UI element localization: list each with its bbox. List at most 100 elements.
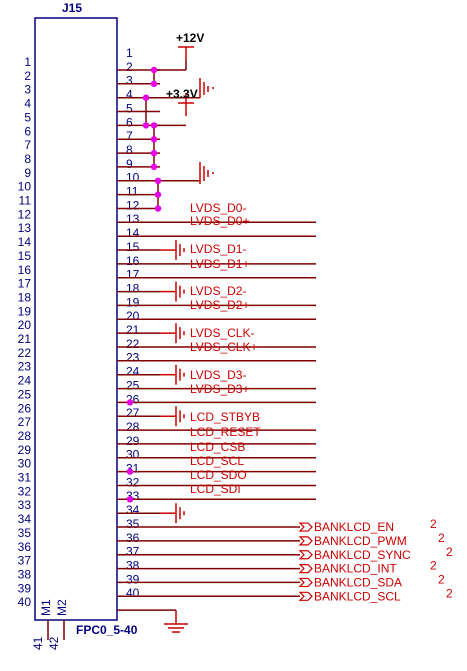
net-lcd-sdo: LCD_SDO xyxy=(190,468,247,482)
pin-number-left-6: 6 xyxy=(24,124,31,138)
pin-number-right-11: 11 xyxy=(126,185,139,199)
net-lcd-csb: LCD_CSB xyxy=(190,440,245,454)
pin-number-left-20: 20 xyxy=(18,318,32,332)
pin-number-left-36: 36 xyxy=(18,540,32,554)
port-label-1: BANKLCD_EN xyxy=(314,520,394,534)
junction-8 xyxy=(150,163,158,171)
pin-number-right-13: 13 xyxy=(126,212,140,226)
pin-number-right-17: 17 xyxy=(126,268,140,282)
port-sheet-2: 2 xyxy=(438,531,445,545)
gnd-symbol-small-5 xyxy=(160,406,185,427)
pin-number-left-37: 37 xyxy=(18,554,32,568)
gnd-symbol-small-2 xyxy=(160,281,185,302)
pin-number-left-4: 4 xyxy=(24,97,31,111)
net-lvds-d1p: LVDS_D1+ xyxy=(190,257,249,271)
gnd-symbol-bottom xyxy=(164,612,188,633)
pin-number-left-8: 8 xyxy=(24,152,31,166)
pin-number-left-33: 33 xyxy=(18,498,32,512)
net-lvds-clkp: LVDS_CLK+ xyxy=(190,340,257,354)
port-arrow-4 xyxy=(298,564,313,574)
pin-number-left-2: 2 xyxy=(24,69,31,83)
component-designator: J15 xyxy=(62,1,82,15)
port-arrow-1 xyxy=(298,522,313,532)
junction-10 xyxy=(154,191,162,198)
port-sheet-6: 2 xyxy=(446,586,453,600)
net-lcd-sdi: LCD_SDI xyxy=(190,482,241,496)
mount-pin-m1: M1 xyxy=(39,599,53,616)
gnd-symbols-small xyxy=(160,240,185,524)
gnd-symbol-small-4 xyxy=(160,364,185,385)
pin-number-left-1: 1 xyxy=(24,55,31,69)
port-arrow-2 xyxy=(298,536,313,546)
net-lvds-d0n: LVDS_D0- xyxy=(190,201,246,215)
junction-13 xyxy=(126,468,134,475)
pin-numbers-left: 1234567891011121314151617181920212223242… xyxy=(18,55,32,609)
port-sheet-4: 2 xyxy=(430,559,437,573)
pin-number-left-13: 13 xyxy=(18,221,32,235)
pin-number-right-23: 23 xyxy=(126,351,140,365)
pin-number-left-9: 9 xyxy=(24,166,31,180)
port-arrow-5 xyxy=(298,577,313,588)
pin-number-right-1: 1 xyxy=(126,46,133,60)
pin-number-right-30: 30 xyxy=(126,448,140,462)
pin-number-right-32: 32 xyxy=(126,475,140,489)
pin-number-right-16: 16 xyxy=(126,254,140,268)
net-labels: LVDS_D0- LVDS_D0+ LVDS_D1- LVDS_D1+ LVDS… xyxy=(190,201,261,496)
pin-number-left-35: 35 xyxy=(18,526,32,540)
pin-number-left-24: 24 xyxy=(18,374,32,388)
pin-number-right-24: 24 xyxy=(126,365,140,379)
pin-number-left-12: 12 xyxy=(18,207,32,221)
pin-number-left-31: 31 xyxy=(18,471,32,485)
mount-pin-42: 42 xyxy=(47,636,61,650)
pin-number-right-27: 27 xyxy=(126,406,140,420)
pin-number-right-10: 10 xyxy=(126,171,140,185)
pin-number-left-25: 25 xyxy=(18,387,32,401)
port-arrow-3 xyxy=(298,550,313,560)
port-label-6: BANKLCD_SCL xyxy=(314,589,401,603)
junction-1 xyxy=(150,66,158,74)
net-lvds-d3p: LVDS_D3+ xyxy=(190,382,249,396)
pin-number-left-28: 28 xyxy=(18,429,32,443)
net-lvds-d2p: LVDS_D2+ xyxy=(190,298,249,312)
port-arrow-6 xyxy=(298,591,313,601)
port-label-5: BANKLCD_SDA xyxy=(314,575,402,589)
junction-3 xyxy=(142,94,150,101)
gnd-symbol-1 xyxy=(199,78,214,98)
pin-number-right-29: 29 xyxy=(126,434,140,448)
port-label-2: BANKLCD_PWM xyxy=(314,534,407,548)
pin-number-right-12: 12 xyxy=(126,198,140,212)
junction-9 xyxy=(154,177,162,184)
junction-12 xyxy=(126,399,134,406)
pin-number-left-15: 15 xyxy=(18,249,32,263)
footprint-label: FPC0_5-40 xyxy=(76,623,138,637)
mount-pin-41: 41 xyxy=(31,636,45,650)
pin-number-right-38: 38 xyxy=(126,558,140,572)
pin-number-left-10: 10 xyxy=(18,180,32,194)
pin-number-left-30: 30 xyxy=(18,457,32,471)
pin-number-right-28: 28 xyxy=(126,420,140,434)
pin-number-left-22: 22 xyxy=(18,346,32,360)
pin-number-right-18: 18 xyxy=(126,281,140,295)
pin-number-left-39: 39 xyxy=(18,581,32,595)
pin-number-right-22: 22 xyxy=(126,337,140,351)
gnd-symbol-small-3 xyxy=(160,323,185,344)
net-lcd-scl: LCD_SCL xyxy=(190,454,244,468)
gnd-symbol-small-1 xyxy=(160,240,185,261)
pin-number-left-7: 7 xyxy=(24,138,31,152)
pin-numbers-right: 1234567891011121314151617181920212223242… xyxy=(126,46,140,600)
junction-5 xyxy=(150,122,158,129)
connector-body[interactable] xyxy=(34,17,118,621)
net-lvds-d3n: LVDS_D3- xyxy=(190,368,246,382)
pin-number-right-2: 2 xyxy=(126,60,133,74)
junctions xyxy=(126,66,162,503)
pin-number-right-7: 7 xyxy=(126,129,133,143)
pin-number-right-4: 4 xyxy=(126,88,133,102)
pin-number-left-34: 34 xyxy=(18,512,32,526)
off-sheet-ports: BANKLCD_EN 2 BANKLCD_PWM 2 BANKLCD_SYNC 2 BANK… xyxy=(298,517,453,603)
pin-number-right-40: 40 xyxy=(126,586,140,600)
pin-number-left-17: 17 xyxy=(18,277,32,291)
mount-pin-m2: M2 xyxy=(55,599,69,616)
port-sheet-1: 2 xyxy=(430,517,437,531)
pin-number-left-38: 38 xyxy=(18,567,32,581)
